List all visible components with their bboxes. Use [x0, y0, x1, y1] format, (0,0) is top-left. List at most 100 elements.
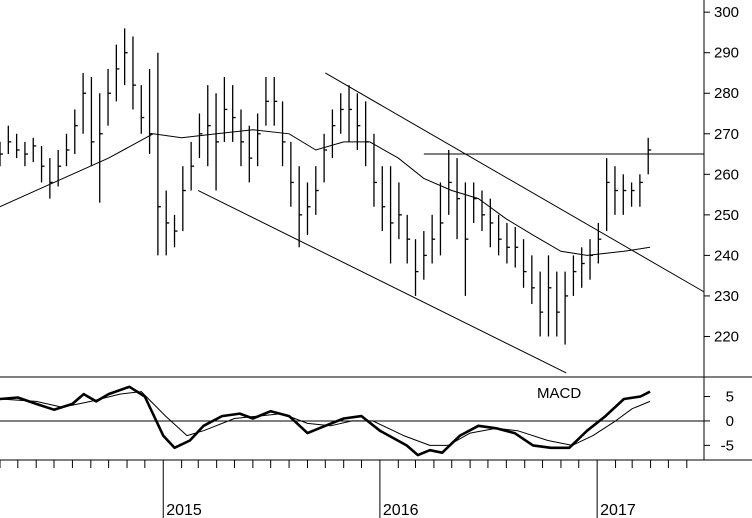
- price-bar: [622, 174, 627, 215]
- price-bar: [198, 113, 203, 159]
- price-bar: [306, 182, 311, 236]
- price-tick-label: 300: [714, 4, 739, 21]
- price-bar: [124, 28, 128, 86]
- price-tick-label: 240: [714, 247, 739, 264]
- price-tick-label: 260: [714, 166, 739, 183]
- year-label: 2016: [383, 502, 419, 518]
- price-bar: [464, 182, 469, 296]
- price-bar: [315, 166, 319, 215]
- price-bar: [248, 125, 253, 183]
- price-bars: [0, 28, 652, 345]
- price-bar: [597, 222, 602, 264]
- price-bar: [49, 158, 53, 199]
- price-bar: [273, 77, 278, 126]
- price-bar: [630, 182, 635, 207]
- price-bar: [539, 271, 544, 337]
- price-tick-label: 290: [714, 45, 739, 62]
- price-bar: [497, 214, 502, 256]
- price-bar: [431, 214, 436, 264]
- price-bar: [57, 149, 62, 187]
- price-bar: [439, 182, 444, 256]
- price-bar: [290, 141, 294, 207]
- price-bar: [82, 72, 87, 134]
- year-label: 2015: [166, 502, 202, 518]
- trendlines: [198, 72, 705, 374]
- price-bar: [240, 109, 244, 167]
- price-bar: [473, 182, 477, 223]
- year-label: 2017: [600, 502, 636, 518]
- price-bar: [489, 198, 494, 248]
- price-bar: [182, 166, 186, 232]
- price-bar: [32, 137, 37, 163]
- price-bar: [107, 68, 112, 126]
- macd-lines: [0, 385, 651, 457]
- price-bar: [265, 77, 269, 126]
- price-bar: [514, 227, 519, 268]
- price-bar: [331, 109, 336, 159]
- price-tick-label: 250: [714, 207, 739, 224]
- macd-label: MACD: [537, 385, 581, 402]
- price-bar: [647, 137, 652, 175]
- price-bar: [556, 271, 560, 337]
- indicator-axis: 5 0 -5: [0, 389, 734, 454]
- price-bar: [65, 133, 70, 167]
- price-bar: [373, 133, 377, 207]
- price-bar: [74, 109, 78, 155]
- price-bar: [281, 101, 286, 167]
- price-bar: [24, 141, 28, 167]
- price-bar: [531, 255, 535, 305]
- price-bar: [456, 158, 461, 240]
- price-bar: [232, 85, 236, 142]
- price-bar: [547, 255, 552, 337]
- price-bar: [406, 214, 411, 264]
- price-bar: [115, 44, 120, 102]
- indicator-tick-label: 0: [726, 413, 734, 430]
- indicator-tick-label: -5: [721, 437, 734, 454]
- price-bar: [148, 68, 153, 155]
- price-bar: [7, 125, 12, 155]
- price-bar: [398, 182, 402, 240]
- price-panel: 220 230 240 250 260 270 280 290 300: [0, 4, 739, 374]
- trendline-channel-upper: [325, 72, 705, 293]
- price-bar: [157, 52, 161, 256]
- price-tick-label: 270: [714, 126, 739, 143]
- price-bar: [365, 101, 369, 167]
- price-bar: [423, 231, 427, 280]
- price-bar: [581, 247, 585, 288]
- price-bar: [15, 133, 20, 159]
- price-tick-label: 280: [714, 85, 739, 102]
- price-bar: [223, 77, 228, 142]
- price-bar: [506, 222, 510, 264]
- price-bar: [256, 113, 261, 167]
- panel-frame: [0, 0, 752, 461]
- price-bar: [414, 239, 419, 296]
- price-axis: 220 230 240 250 260 270 280 290 300: [704, 4, 739, 345]
- price-bar: [348, 85, 353, 142]
- price-bar: [132, 36, 136, 110]
- price-tick-label: 230: [714, 288, 739, 305]
- price-bar: [481, 190, 485, 232]
- indicator-tick-label: 5: [726, 389, 734, 406]
- price-bar: [522, 239, 527, 288]
- indicator-panel: 5 0 -5 MACD: [0, 385, 734, 457]
- price-bar: [0, 141, 3, 167]
- price-bar: [298, 166, 303, 248]
- price-bar: [90, 77, 95, 167]
- macd-series-signal: [0, 391, 651, 446]
- moving-average-group: [0, 129, 651, 256]
- price-bar: [381, 166, 386, 232]
- price-bar: [356, 93, 361, 150]
- price-bar: [140, 85, 145, 134]
- price-bar: [606, 158, 610, 232]
- price-bar: [572, 255, 577, 296]
- macd-series-macd: [0, 385, 651, 457]
- price-tick-label: 220: [714, 328, 739, 345]
- price-bar: [207, 85, 211, 167]
- trendline-channel-lower: [198, 190, 567, 374]
- price-bar: [389, 166, 394, 264]
- price-bar: [448, 149, 452, 215]
- price-bar: [639, 174, 643, 207]
- price-bar: [589, 239, 594, 280]
- time-axis: 2015 2016 2017: [0, 460, 688, 518]
